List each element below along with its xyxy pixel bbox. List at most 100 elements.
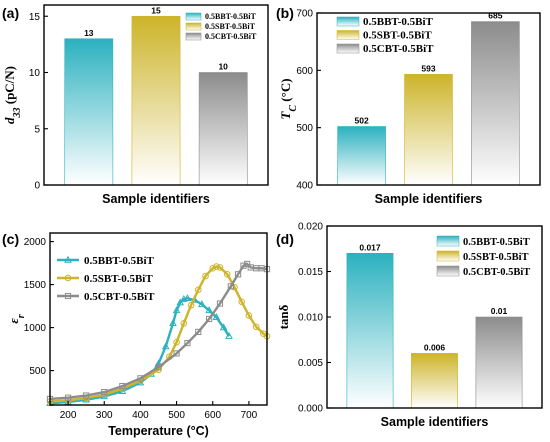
data-point-marker [213, 263, 220, 270]
panel-label: (d) [276, 231, 294, 247]
y-tick-label: 0.005 [298, 358, 323, 369]
data-point-marker [202, 272, 209, 280]
data-point-marker [225, 331, 233, 339]
legend-label: 0.5BBT-0.5BiT [363, 16, 434, 28]
data-point-marker [216, 264, 224, 271]
x-axis-label: Sample identifiers [381, 415, 489, 429]
bar-cbt [198, 72, 248, 186]
x-tick-label: 600 [204, 410, 221, 421]
data-point-marker [238, 298, 245, 306]
data-point-marker [198, 300, 206, 308]
bar-value-label: 685 [488, 11, 502, 21]
y-tick-label: 10 [29, 68, 41, 79]
data-point-marker [244, 260, 251, 268]
data-point-marker [180, 320, 188, 327]
legend-swatch-sbt [336, 30, 360, 40]
data-point-marker [240, 262, 247, 269]
panel-label: (c) [2, 231, 19, 247]
legend-label: 0.5SBT-0.5BiT [363, 30, 432, 42]
y-tick-label: 0.015 [298, 267, 323, 278]
data-point-marker [101, 389, 108, 396]
bar-value-label: 593 [421, 63, 435, 73]
bar-sbt [131, 15, 181, 186]
legend-swatch-cbt [336, 43, 360, 54]
data-point-marker [205, 306, 213, 314]
panel-c: 500 1000 1500 2000 200 300 400 500 600 700 Tempera… [2, 231, 271, 438]
y-tick-label: 1500 [24, 280, 47, 291]
x-tick-label: 300 [96, 410, 113, 421]
data-point-marker [64, 274, 72, 282]
legend-label: 0.5BBT-0.5BiT [205, 12, 256, 21]
y-tick-label: 15 [29, 12, 41, 23]
data-point-marker [169, 319, 177, 326]
legend-label: 0.5BBT-0.5BiT [84, 255, 155, 267]
data-point-marker [187, 301, 195, 309]
data-point-marker [245, 312, 253, 319]
legend-label: 0.5CBT-0.5BiT [463, 267, 530, 278]
data-point-marker [119, 382, 126, 390]
data-point-marker [184, 339, 191, 347]
legend-swatch-bbt [185, 12, 202, 21]
plot-frame [316, 12, 541, 186]
y-tick-label: 0.020 [298, 222, 323, 233]
x-tick-label: 200 [60, 410, 77, 421]
data-point-marker [64, 394, 72, 401]
y-axis-label: TC (°C) [278, 78, 299, 119]
data-point-marker [64, 255, 72, 263]
data-point-marker [137, 375, 144, 382]
bar-value-label: 0.01 [491, 306, 508, 316]
bar-value-label: 502 [355, 116, 369, 126]
legend-label: 0.5CBT-0.5BiT [363, 43, 434, 55]
x-axis-label: Temperature (°C) [108, 424, 209, 438]
data-point-marker [64, 292, 72, 300]
data-point-marker [173, 338, 180, 346]
y-tick-label: 700 [296, 9, 313, 20]
data-point-marker [209, 264, 217, 272]
plot-frame [43, 4, 269, 186]
y-tick-label: 1000 [24, 323, 47, 334]
legend-swatch-cbt [436, 265, 460, 277]
data-point-marker [176, 298, 185, 306]
legend-swatch-bbt [436, 235, 460, 247]
data-point-marker [227, 283, 234, 290]
legend-label: 0.5SBT-0.5BiT [84, 273, 153, 285]
legend-swatch-sbt [436, 250, 460, 262]
legend-label: 0.5SBT-0.5BiT [463, 252, 529, 263]
y-tick-label: 500 [296, 123, 313, 134]
bar-bbt [64, 38, 114, 186]
series-line [49, 265, 268, 403]
bar-sbt [411, 353, 458, 409]
data-point-marker [183, 294, 192, 302]
y-tick-label: 600 [296, 66, 313, 77]
x-tick-label: 500 [168, 410, 185, 421]
series-cbt [46, 260, 271, 403]
y-tick-label: 2000 [24, 237, 47, 248]
data-point-marker [155, 364, 162, 371]
y-axis-label: εr [6, 314, 27, 323]
bar-bbt [337, 126, 386, 186]
bar-value-label: 10 [218, 62, 228, 72]
bar-cbt [475, 316, 523, 409]
panel-label: (b) [276, 5, 294, 21]
data-point-marker [252, 323, 260, 331]
series-sbt [46, 263, 271, 405]
data-point-marker [216, 300, 224, 307]
x-tick-label: 700 [241, 410, 258, 421]
legend-swatch-bbt [336, 16, 360, 27]
bar-cbt [471, 21, 520, 186]
legend-label: 0.5SBT-0.5BiT [205, 22, 256, 31]
data-point-marker [206, 315, 213, 323]
x-axis-label: Sample identifiers [102, 192, 210, 206]
y-tick-label: 5 [34, 124, 40, 135]
y-tick-label: 0 [34, 181, 40, 192]
bar-bbt [346, 253, 394, 409]
data-point-marker [212, 313, 221, 320]
panel-d: 0.017 0.006 0.01 0.000 0.005 0.010 0.015 0.020 S… [276, 222, 543, 429]
x-axis-label: Sample identifiers [375, 192, 483, 206]
panel-label: (a) [2, 5, 19, 21]
data-point-marker [223, 270, 231, 278]
